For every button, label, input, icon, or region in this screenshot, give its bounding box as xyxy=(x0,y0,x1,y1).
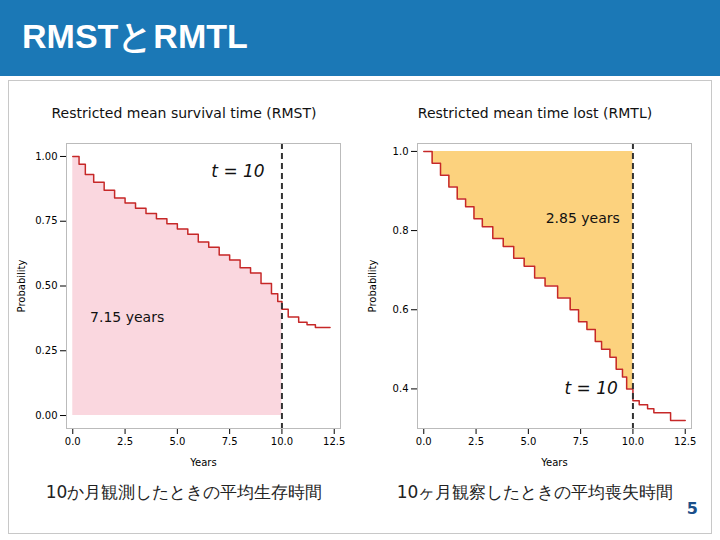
html-text:10ヶ月観察したときの平均喪失時間: 10ヶ月観察したときの平均喪失時間 xyxy=(396,482,674,502)
svg-text:Years: Years xyxy=(540,457,567,468)
svg-text:12.5: 12.5 xyxy=(674,436,696,447)
svg-text:0.8: 0.8 xyxy=(393,225,409,236)
svg-text:1.00: 1.00 xyxy=(35,151,57,162)
html-text:Restricted mean time lost (RMT: Restricted mean time lost (RMTL) xyxy=(417,105,653,121)
svg-text:Probability: Probability xyxy=(16,259,27,312)
svg-text:10.0: 10.0 xyxy=(622,436,644,447)
svg-text:0.0: 0.0 xyxy=(65,436,81,447)
html-text:Restricted mean survival time: Restricted mean survival time (RMST) xyxy=(51,105,317,121)
svg-text:10.0: 10.0 xyxy=(271,436,293,447)
svg-text:5.0: 5.0 xyxy=(520,436,536,447)
svg-text:0.50: 0.50 xyxy=(35,280,57,291)
svg-text:1.0: 1.0 xyxy=(393,146,409,157)
svg-text:7.5: 7.5 xyxy=(573,436,589,447)
svg-text:0.4: 0.4 xyxy=(393,383,409,394)
svg-text:2.85 years: 2.85 years xyxy=(546,210,620,226)
html-text:RMSTとRMTL: RMSTとRMTL xyxy=(22,17,248,55)
html-text:10か月観測したときの平均生存時間: 10か月観測したときの平均生存時間 xyxy=(45,482,323,502)
svg-text:0.25: 0.25 xyxy=(35,345,57,356)
svg-text:t = 10: t = 10 xyxy=(211,161,264,181)
svg-text:2.5: 2.5 xyxy=(468,436,484,447)
svg-text:0.6: 0.6 xyxy=(393,304,409,315)
svg-text:7.5: 7.5 xyxy=(222,436,238,447)
svg-text:0.0: 0.0 xyxy=(416,436,432,447)
svg-text:0.75: 0.75 xyxy=(35,215,57,226)
svg-text:Probability: Probability xyxy=(367,259,378,312)
svg-text:Years: Years xyxy=(189,457,216,468)
svg-text:t = 10: t = 10 xyxy=(564,378,617,398)
svg-text:2.5: 2.5 xyxy=(117,436,133,447)
svg-text:12.5: 12.5 xyxy=(323,436,345,447)
html-text:5: 5 xyxy=(686,499,698,518)
svg-text:7.15 years: 7.15 years xyxy=(90,309,164,325)
svg-text:0.00: 0.00 xyxy=(35,410,57,421)
svg-text:5.0: 5.0 xyxy=(169,436,185,447)
